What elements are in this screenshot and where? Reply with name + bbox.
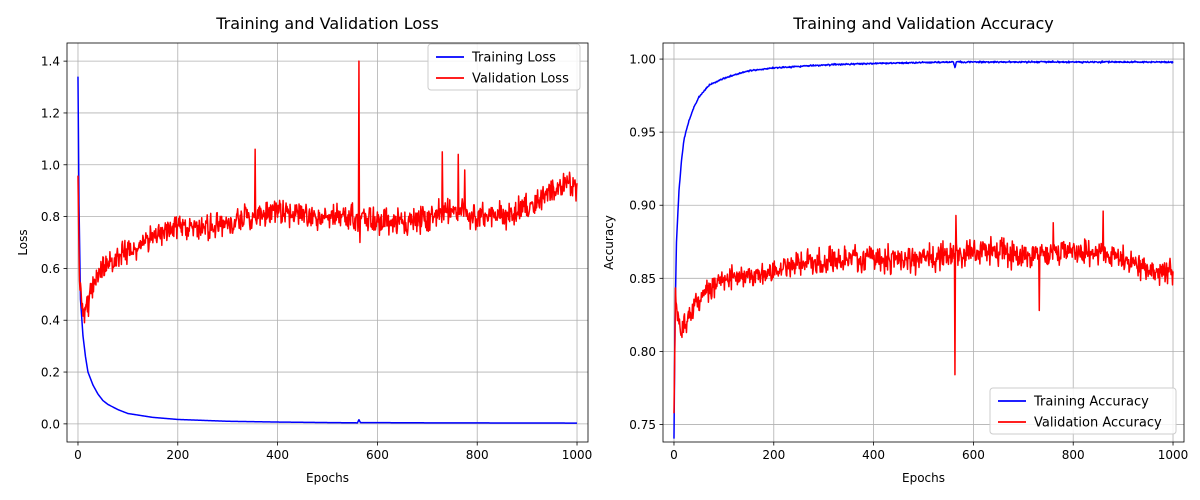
y-tick-label: 0.6	[41, 262, 60, 276]
legend-label: Training Accuracy	[1033, 395, 1149, 410]
series-line-validation-loss	[77, 60, 578, 324]
x-tick-label: 400	[862, 448, 885, 462]
y-tick-label: 1.0	[41, 158, 60, 172]
series-line-validation-accuracy	[673, 210, 1174, 414]
y-axis-label: Accuracy	[602, 215, 616, 270]
y-tick-label: 0.75	[629, 418, 656, 432]
y-tick-label: 1.4	[41, 55, 60, 69]
plot-frame	[662, 42, 1185, 443]
y-tick-label: 1.2	[41, 106, 60, 120]
y-tick-label: 0.8	[41, 210, 60, 224]
x-tick-label: 800	[1062, 448, 1085, 462]
y-tick-label: 1.00	[629, 53, 656, 67]
y-tick-label: 0.2	[41, 366, 60, 380]
series-line-training-accuracy	[673, 60, 1174, 439]
legend-label: Training Loss	[471, 51, 556, 66]
x-tick-label: 400	[266, 448, 289, 462]
y-tick-label: 0.0	[41, 417, 60, 431]
legend-box	[427, 43, 581, 91]
y-axis-label: Loss	[16, 229, 30, 255]
chart-title: Training and Validation Loss	[215, 14, 439, 33]
x-tick-label: 1000	[562, 448, 593, 462]
x-tick-label: 600	[962, 448, 985, 462]
x-tick-label: 1000	[1158, 448, 1189, 462]
y-tick-label: 0.4	[41, 314, 60, 328]
y-tick-label: 0.95	[629, 126, 656, 140]
series-line-training-loss	[77, 76, 578, 424]
x-tick-label: 200	[762, 448, 785, 462]
x-tick-label: 600	[366, 448, 389, 462]
y-tick-label: 0.80	[629, 345, 656, 359]
plot-frame	[66, 42, 589, 443]
loss-chart: Training and Validation Loss 0 200 400 600 80…	[16, 14, 593, 485]
accuracy-chart: Training and Validation Accuracy 0 200 400 6…	[602, 14, 1189, 485]
legend: Training Accuracy Validation Accuracy	[989, 387, 1177, 435]
legend-label: Validation Accuracy	[1034, 416, 1162, 431]
legend: Training Loss Validation Loss	[427, 43, 581, 91]
y-tick-label: 0.90	[629, 199, 656, 213]
x-tick-label: 200	[166, 448, 189, 462]
x-axis-label: Epochs	[306, 471, 349, 485]
x-tick-label: 800	[466, 448, 489, 462]
legend-box	[989, 387, 1177, 435]
y-tick-label: 0.85	[629, 272, 656, 286]
x-tick-label: 0	[74, 448, 82, 462]
gridlines	[663, 43, 1184, 442]
legend-label: Validation Loss	[472, 72, 569, 87]
x-axis-label: Epochs	[902, 471, 945, 485]
x-tick-label: 0	[670, 448, 678, 462]
chart-title: Training and Validation Accuracy	[792, 14, 1054, 33]
